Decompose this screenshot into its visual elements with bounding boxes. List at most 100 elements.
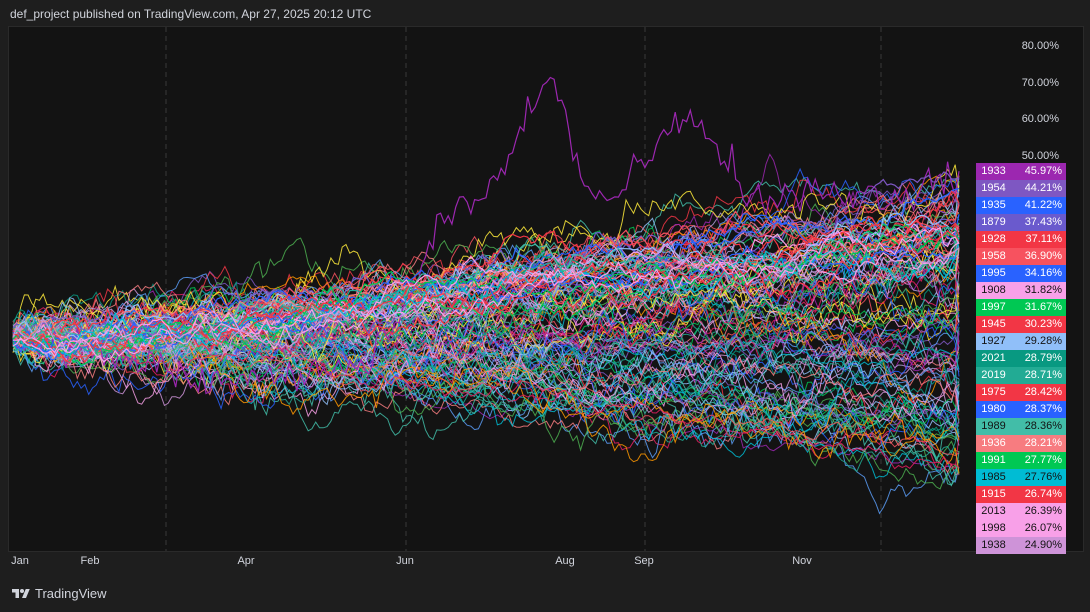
tradingview-brand: TradingView bbox=[35, 586, 107, 601]
series-line-1933 bbox=[12, 76, 960, 395]
legend-row-1938: 1938 24.90% bbox=[976, 537, 1066, 554]
background-series-line bbox=[12, 319, 960, 373]
legend-row-1991: 1991 27.77% bbox=[976, 452, 1066, 469]
x-tick-label: Jun bbox=[396, 555, 414, 567]
series-line-1945 bbox=[12, 219, 960, 345]
percent-axis: 80.00% 70.00% 60.00% 50.00% bbox=[999, 27, 1059, 553]
legend-value: 31.67% bbox=[1024, 301, 1062, 313]
legend-row-1995: 1995 34.16% bbox=[976, 265, 1066, 282]
time-axis: Jan Feb Apr Jun Aug Sep Nov bbox=[0, 555, 1090, 575]
legend-year: 1945 bbox=[981, 318, 1006, 330]
legend-year: 1997 bbox=[981, 301, 1006, 313]
legend-row-1958: 1958 36.90% bbox=[976, 248, 1066, 265]
series-line-1915 bbox=[12, 229, 960, 364]
legend-row-1933: 1933 45.97% bbox=[976, 163, 1066, 180]
legend-year: 1991 bbox=[981, 454, 1006, 466]
legend-row-1935: 1935 41.22% bbox=[976, 197, 1066, 214]
legend-year: 1975 bbox=[981, 386, 1006, 398]
legend-year: 2013 bbox=[981, 505, 1006, 517]
y-tick-label: 70.00% bbox=[1021, 76, 1059, 89]
background-series-line bbox=[12, 301, 960, 363]
background-series-line bbox=[12, 281, 960, 381]
legend-value: 26.39% bbox=[1024, 505, 1062, 517]
legend-year: 1908 bbox=[981, 284, 1006, 296]
legend-year: 2021 bbox=[981, 352, 1006, 364]
x-tick-label: Jan bbox=[11, 555, 29, 567]
series-line-2013 bbox=[12, 242, 960, 363]
footer-branding: TradingView bbox=[12, 586, 107, 601]
series-line-2019 bbox=[12, 234, 960, 355]
y-tick-label: 60.00% bbox=[1021, 113, 1059, 125]
series-line-1998 bbox=[12, 226, 960, 354]
legend-row-1985: 1985 27.76% bbox=[976, 469, 1066, 486]
legend-row-1975: 1975 28.42% bbox=[976, 384, 1066, 401]
legend-year: 1985 bbox=[981, 471, 1006, 483]
legend-year: 1933 bbox=[981, 165, 1006, 177]
legend-year: 1936 bbox=[981, 437, 1006, 449]
legend-value: 34.16% bbox=[1024, 267, 1062, 279]
legend-row-1915: 1915 26.74% bbox=[976, 486, 1066, 503]
legend-value: 31.82% bbox=[1024, 284, 1062, 296]
legend-value: 27.77% bbox=[1024, 454, 1062, 466]
legend-row-1998: 1998 26.07% bbox=[976, 520, 1066, 537]
chart-publish-header: def_project published on TradingView.com… bbox=[10, 7, 372, 21]
background-series-line bbox=[12, 322, 960, 402]
legend-year: 1980 bbox=[981, 403, 1006, 415]
legend-value: 26.07% bbox=[1024, 522, 1062, 534]
legend-row-1945: 1945 30.23% bbox=[976, 316, 1066, 333]
year-legend: 1933 45.97% 1954 44.21% 1935 41.22% 1879 37.43%… bbox=[976, 163, 1066, 554]
legend-value: 28.42% bbox=[1024, 386, 1062, 398]
legend-row-1928: 1928 37.11% bbox=[976, 231, 1066, 248]
series-line-1938 bbox=[12, 240, 960, 354]
legend-row-1980: 1980 28.37% bbox=[976, 401, 1066, 418]
legend-value: 30.23% bbox=[1024, 318, 1062, 330]
legend-value: 28.36% bbox=[1024, 420, 1062, 432]
legend-year: 1998 bbox=[981, 522, 1006, 534]
legend-row-1879: 1879 37.43% bbox=[976, 214, 1066, 231]
legend-row-1954: 1954 44.21% bbox=[976, 180, 1066, 197]
series-line-1936 bbox=[12, 233, 960, 348]
legend-row-1908: 1908 31.82% bbox=[976, 282, 1066, 299]
background-series-line bbox=[12, 327, 960, 490]
chart-area[interactable]: 80.00% 70.00% 60.00% 50.00% bbox=[8, 26, 1084, 552]
legend-value: 28.37% bbox=[1024, 403, 1062, 415]
background-series-line bbox=[12, 178, 960, 342]
legend-row-1997: 1997 31.67% bbox=[976, 299, 1066, 316]
legend-year: 1879 bbox=[981, 216, 1006, 228]
legend-row-1989: 1989 28.36% bbox=[976, 418, 1066, 435]
legend-year: 1938 bbox=[981, 539, 1006, 551]
x-tick-label: Sep bbox=[634, 555, 654, 567]
legend-value: 45.97% bbox=[1024, 165, 1062, 177]
legend-value: 26.74% bbox=[1024, 488, 1062, 500]
legend-value: 37.43% bbox=[1024, 216, 1062, 228]
legend-row-2019: 2019 28.71% bbox=[976, 367, 1066, 384]
legend-year: 1928 bbox=[981, 233, 1006, 245]
legend-year: 2019 bbox=[981, 369, 1006, 381]
background-series-line bbox=[12, 327, 960, 457]
background-series-line bbox=[12, 225, 960, 373]
legend-value: 41.22% bbox=[1024, 199, 1062, 211]
legend-year: 1915 bbox=[981, 488, 1006, 500]
background-series-line bbox=[12, 333, 960, 470]
series-line-1879 bbox=[12, 202, 960, 346]
x-tick-label: Feb bbox=[80, 555, 100, 567]
legend-value: 28.21% bbox=[1024, 437, 1062, 449]
legend-value: 44.21% bbox=[1024, 182, 1062, 194]
legend-year: 1927 bbox=[981, 335, 1006, 347]
legend-year: 1954 bbox=[981, 182, 1006, 194]
tradingview-logo-icon bbox=[12, 588, 30, 598]
y-tick-label: 50.00% bbox=[1021, 149, 1059, 162]
x-tick-label: Nov bbox=[792, 555, 812, 567]
legend-year: 1935 bbox=[981, 199, 1006, 211]
legend-year: 1958 bbox=[981, 250, 1006, 262]
series-line-1975 bbox=[12, 223, 960, 353]
legend-row-2021: 2021 28.79% bbox=[976, 350, 1066, 367]
line-plot[interactable] bbox=[9, 27, 1009, 551]
legend-year: 1995 bbox=[981, 267, 1006, 279]
legend-value: 28.71% bbox=[1024, 369, 1062, 381]
legend-value: 29.28% bbox=[1024, 335, 1062, 347]
x-tick-label: Aug bbox=[555, 555, 575, 567]
legend-value: 24.90% bbox=[1024, 539, 1062, 551]
y-tick-label: 80.00% bbox=[1021, 40, 1059, 52]
series-line-1980 bbox=[12, 235, 960, 354]
